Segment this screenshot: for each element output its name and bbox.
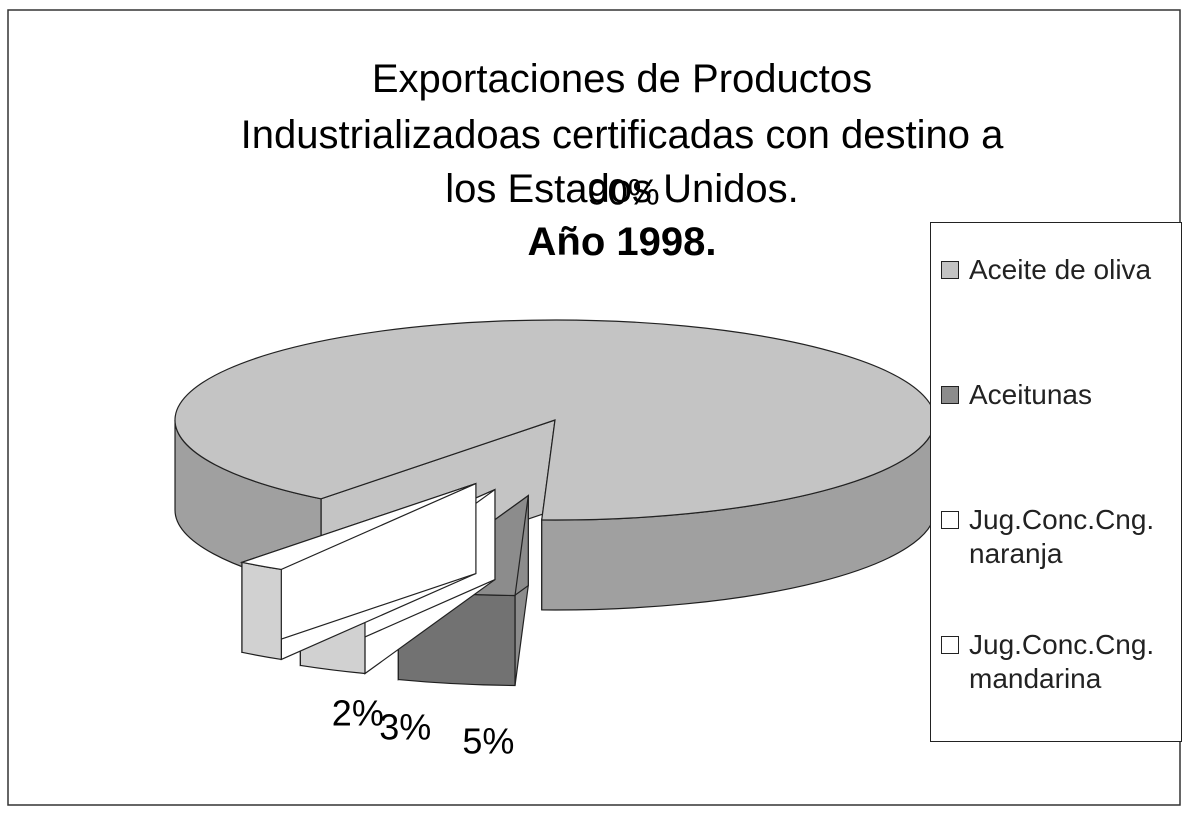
chart-title: Año 1998. xyxy=(528,220,717,264)
legend-swatch xyxy=(941,636,959,654)
legend-swatch xyxy=(941,511,959,529)
legend-label: Aceite de oliva xyxy=(969,254,1152,285)
data-label: 5% xyxy=(462,720,514,761)
legend: Aceite de oliva Aceitunas Jug.Conc.Cng. na… xyxy=(930,222,1182,742)
legend-label: Aceitunas xyxy=(969,379,1092,410)
legend-item: Aceitunas xyxy=(941,378,1181,412)
data-label: 90% xyxy=(588,172,660,213)
data-label: 2% xyxy=(332,693,384,734)
legend-label: Jug.Conc.Cng. naranja xyxy=(969,504,1155,569)
slice xyxy=(174,319,936,521)
chart-title: Exportaciones de Productos xyxy=(372,57,872,101)
legend-label: Jug.Conc.Cng. mandarina xyxy=(969,629,1155,694)
legend-swatch xyxy=(941,261,959,279)
legend-item: Jug.Conc.Cng. mandarina xyxy=(941,628,1181,696)
data-label: 3% xyxy=(379,706,431,747)
legend-item: Jug.Conc.Cng. naranja xyxy=(941,503,1181,571)
legend-swatch xyxy=(941,386,959,404)
chart-title: los Estados Unidos. xyxy=(445,167,799,211)
side-shade xyxy=(241,562,282,660)
side-shade xyxy=(175,420,322,589)
chart-title: Industrializadoas certificadas con desti… xyxy=(241,113,1004,157)
slice xyxy=(239,482,477,571)
side-shade xyxy=(541,420,935,610)
pie: 90% 5% 3%2% xyxy=(174,172,936,761)
legend-item: Aceite de oliva xyxy=(941,253,1181,287)
